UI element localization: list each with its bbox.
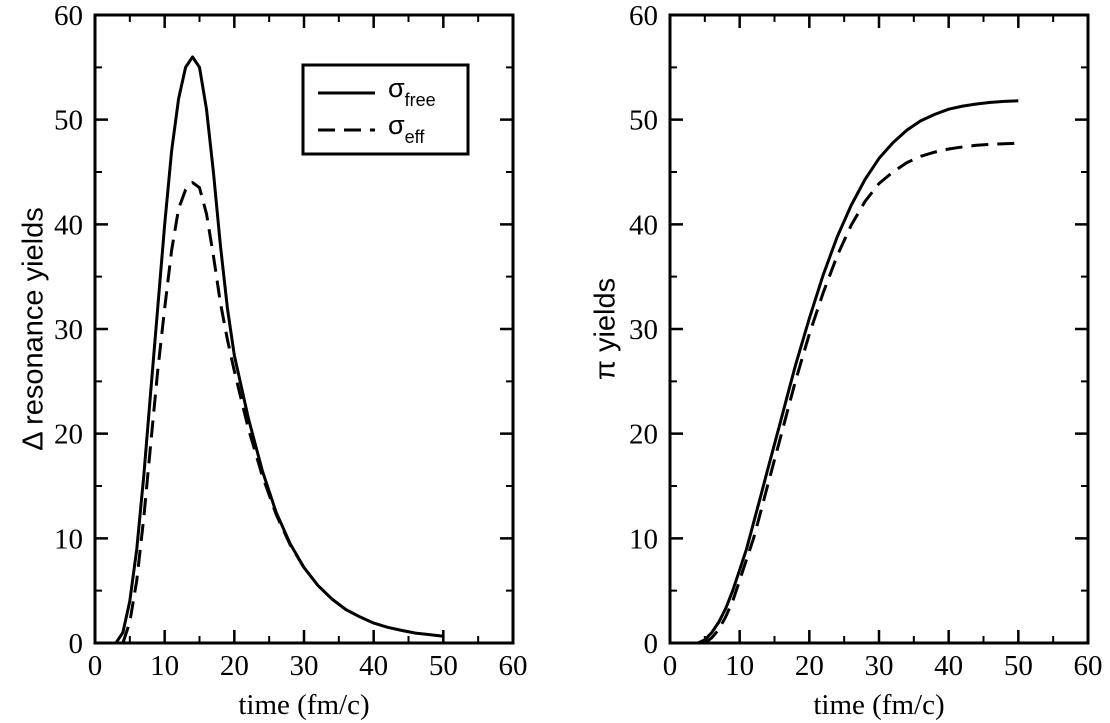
y-tick-label: 10 (54, 523, 83, 555)
minor-ticks (670, 15, 1088, 643)
x-tick-label: 60 (499, 650, 528, 682)
y-tick-label: 30 (54, 314, 83, 346)
x-tick-label: 20 (220, 650, 249, 682)
series-line-dashed (703, 141, 1019, 645)
y-tick-label: 40 (54, 209, 83, 241)
x-axis-title: time (fm/c) (238, 689, 369, 721)
y-tick-label: 30 (629, 314, 658, 346)
minor-ticks (95, 15, 513, 643)
y-tick-label: 60 (54, 0, 83, 32)
plot-frame (668, 13, 1090, 645)
series-line-dashed (121, 181, 306, 644)
y-tick-label: 60 (629, 0, 658, 32)
x-tick-label: 20 (795, 650, 824, 682)
y-tick-label: 0 (644, 628, 659, 660)
series-line-solid (697, 99, 1019, 645)
y-tick-label: 20 (629, 419, 658, 451)
y-tick-label: 20 (54, 419, 83, 451)
legend-box (301, 63, 470, 156)
y-tick-label: 10 (629, 523, 658, 555)
x-axis-title: time (fm/c) (813, 689, 944, 721)
y-axis-title: π yields (590, 278, 622, 380)
chart-panel-2: 0 10 20 30 40 50 60 0 10 20 30 40 50 60 time (fm/c) π y… (590, 0, 1103, 721)
x-tick-label: 50 (1004, 650, 1033, 682)
x-tick-label: 40 (934, 650, 963, 682)
x-tick-label: 60 (1074, 650, 1103, 682)
x-tick-label: 30 (865, 650, 894, 682)
x-tick-label: 40 (359, 650, 388, 682)
major-ticks (668, 13, 1090, 645)
x-tick-label: 0 (663, 650, 678, 682)
legend-label: σeff (388, 110, 425, 147)
x-tick-label: 10 (725, 650, 754, 682)
y-tick-label: 0 (69, 628, 84, 660)
y-tick-label: 50 (629, 105, 658, 137)
legend-label: σfree (388, 73, 436, 110)
major-ticks (93, 13, 515, 645)
y-tick-label: 50 (54, 105, 83, 137)
y-axis-title: Δ resonance yields (18, 207, 50, 450)
x-tick-label: 30 (290, 650, 319, 682)
series-line-solid (114, 55, 444, 644)
x-tick-label: 50 (429, 650, 458, 682)
chart-panel-1: 0 10 20 30 40 50 60 0 10 20 30 40 50 60 time (fm/c) Δ r… (18, 0, 528, 721)
x-tick-label: 0 (88, 650, 103, 682)
x-tick-label: 10 (150, 650, 179, 682)
y-tick-label: 40 (629, 209, 658, 241)
